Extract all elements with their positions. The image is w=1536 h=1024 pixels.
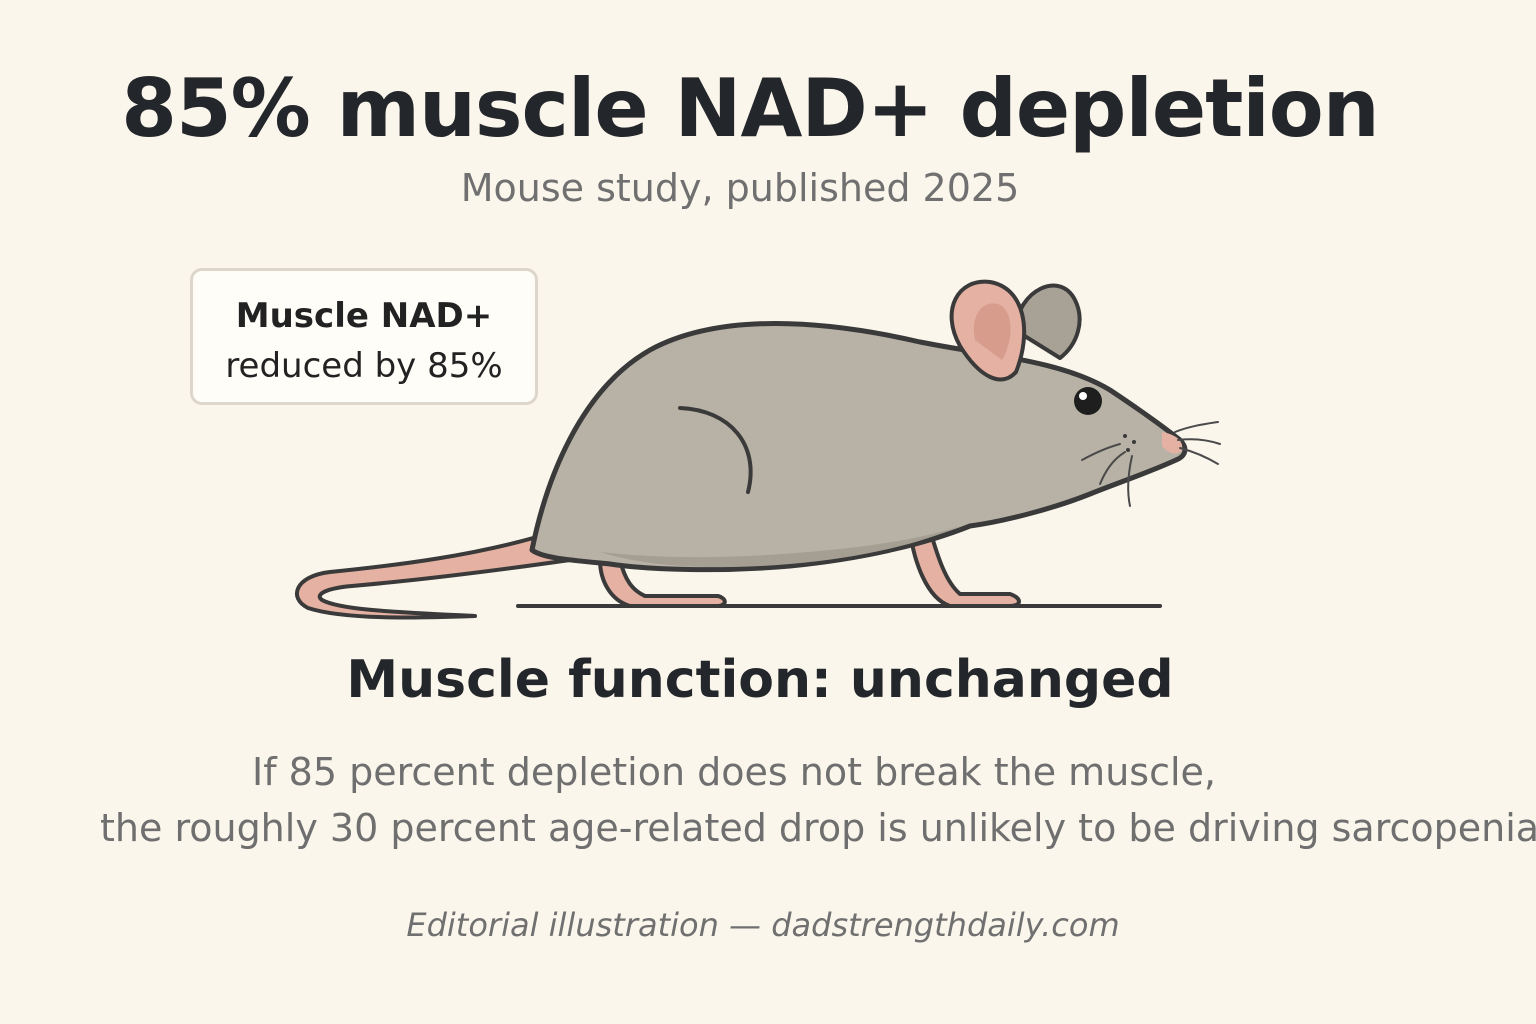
page-title: 85% muscle NAD+ depletion (121, 62, 1379, 155)
mouse-haunch-line (678, 406, 753, 494)
mouse-whiskers (1081, 421, 1221, 507)
mouse-nose (1162, 432, 1183, 454)
mouse-ear-inner (973, 303, 1011, 360)
mouse-eye-highlight (1079, 392, 1087, 400)
mouse-back-ear (1013, 283, 1082, 360)
explanation-line-1: If 85 percent depletion does not break t… (252, 750, 1216, 794)
mouse-icon (295, 279, 1221, 620)
callout-line-1: Muscle NAD+ (235, 296, 493, 336)
mouse-belly (600, 526, 960, 568)
mouse-front-leg (908, 528, 1021, 608)
result-heading: Muscle function: unchanged (346, 650, 1174, 710)
explanation-line-2: the roughly 30 percent age-related drop … (100, 806, 1536, 850)
page-subtitle: Mouse study, published 2025 (460, 166, 1020, 210)
mouse-body (529, 321, 1188, 573)
nad-callout-box: Muscle NAD+ reduced by 85% (190, 268, 538, 405)
credit-line: Editorial illustration — dadstrengthdail… (406, 906, 1120, 944)
mouse-tail (295, 528, 572, 620)
mouse-back-leg (598, 558, 727, 608)
callout-line-2: reduced by 85% (225, 346, 503, 386)
mouse-eye (1074, 387, 1102, 415)
